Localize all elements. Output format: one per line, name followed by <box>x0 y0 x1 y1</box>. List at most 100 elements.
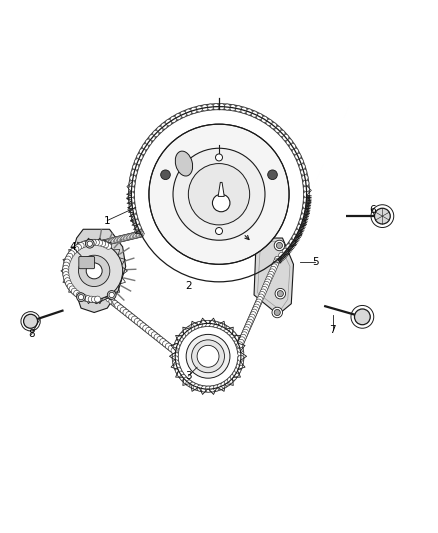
Circle shape <box>87 240 93 246</box>
Circle shape <box>63 271 69 278</box>
Circle shape <box>128 186 134 192</box>
Circle shape <box>126 312 132 318</box>
Circle shape <box>99 240 105 246</box>
Circle shape <box>217 384 223 390</box>
Circle shape <box>268 271 274 278</box>
Circle shape <box>63 262 69 268</box>
Circle shape <box>130 208 136 215</box>
Circle shape <box>275 256 281 262</box>
Circle shape <box>268 170 277 180</box>
Circle shape <box>300 214 307 220</box>
Circle shape <box>134 232 140 238</box>
Circle shape <box>237 342 243 348</box>
Circle shape <box>103 239 109 245</box>
Circle shape <box>252 306 258 313</box>
Circle shape <box>237 359 244 366</box>
Circle shape <box>129 314 135 320</box>
Text: 1: 1 <box>104 215 111 225</box>
Circle shape <box>133 164 139 170</box>
Circle shape <box>238 356 244 361</box>
Circle shape <box>197 385 203 391</box>
Circle shape <box>85 239 94 248</box>
Circle shape <box>139 149 145 155</box>
Circle shape <box>208 320 215 327</box>
Text: 5: 5 <box>312 257 319 267</box>
Circle shape <box>241 107 247 114</box>
Circle shape <box>289 239 295 245</box>
Circle shape <box>227 329 233 335</box>
Circle shape <box>230 374 237 380</box>
Circle shape <box>230 104 236 111</box>
Circle shape <box>241 332 247 338</box>
Circle shape <box>212 194 230 212</box>
Circle shape <box>129 181 135 187</box>
Circle shape <box>275 256 281 262</box>
Circle shape <box>132 232 138 238</box>
Circle shape <box>110 238 116 244</box>
Circle shape <box>275 288 286 299</box>
Circle shape <box>244 324 251 330</box>
Circle shape <box>230 332 236 338</box>
Circle shape <box>129 203 135 209</box>
Circle shape <box>239 337 245 343</box>
Circle shape <box>67 284 74 289</box>
Circle shape <box>304 197 310 203</box>
Circle shape <box>271 123 277 129</box>
Circle shape <box>270 266 276 272</box>
Circle shape <box>257 296 263 303</box>
Circle shape <box>220 324 226 330</box>
Circle shape <box>174 364 180 370</box>
Circle shape <box>224 326 230 333</box>
Circle shape <box>87 241 92 246</box>
Circle shape <box>221 382 227 388</box>
Circle shape <box>69 286 75 292</box>
Circle shape <box>196 321 202 328</box>
Circle shape <box>258 294 264 300</box>
Circle shape <box>65 256 71 262</box>
Circle shape <box>233 371 239 377</box>
Circle shape <box>251 309 258 315</box>
Circle shape <box>151 332 157 338</box>
Circle shape <box>131 169 137 175</box>
Circle shape <box>88 296 94 302</box>
Circle shape <box>224 104 230 110</box>
Circle shape <box>113 237 119 243</box>
Circle shape <box>299 164 305 170</box>
Circle shape <box>64 278 71 284</box>
Circle shape <box>148 329 155 336</box>
Circle shape <box>183 377 189 384</box>
Circle shape <box>215 228 223 235</box>
Circle shape <box>177 336 183 342</box>
Circle shape <box>76 292 82 298</box>
Circle shape <box>266 119 272 125</box>
Circle shape <box>304 191 310 197</box>
Circle shape <box>135 224 141 231</box>
Circle shape <box>256 299 262 305</box>
Circle shape <box>107 290 116 300</box>
Circle shape <box>188 164 250 225</box>
Circle shape <box>242 329 248 335</box>
Circle shape <box>275 126 281 132</box>
Circle shape <box>129 197 135 204</box>
Circle shape <box>250 312 256 318</box>
Circle shape <box>175 114 181 120</box>
Circle shape <box>271 264 277 270</box>
Circle shape <box>131 233 137 239</box>
Circle shape <box>189 382 195 388</box>
Circle shape <box>295 153 301 159</box>
Circle shape <box>66 243 123 300</box>
Circle shape <box>254 304 260 310</box>
Circle shape <box>126 233 132 240</box>
Circle shape <box>24 314 38 328</box>
Circle shape <box>256 114 262 119</box>
Circle shape <box>240 334 246 341</box>
Circle shape <box>74 290 80 296</box>
Circle shape <box>93 239 99 246</box>
Circle shape <box>131 214 138 220</box>
Circle shape <box>107 238 113 244</box>
Circle shape <box>160 338 166 345</box>
Circle shape <box>125 234 131 240</box>
Circle shape <box>78 243 84 249</box>
Circle shape <box>213 385 219 391</box>
Polygon shape <box>72 229 126 312</box>
